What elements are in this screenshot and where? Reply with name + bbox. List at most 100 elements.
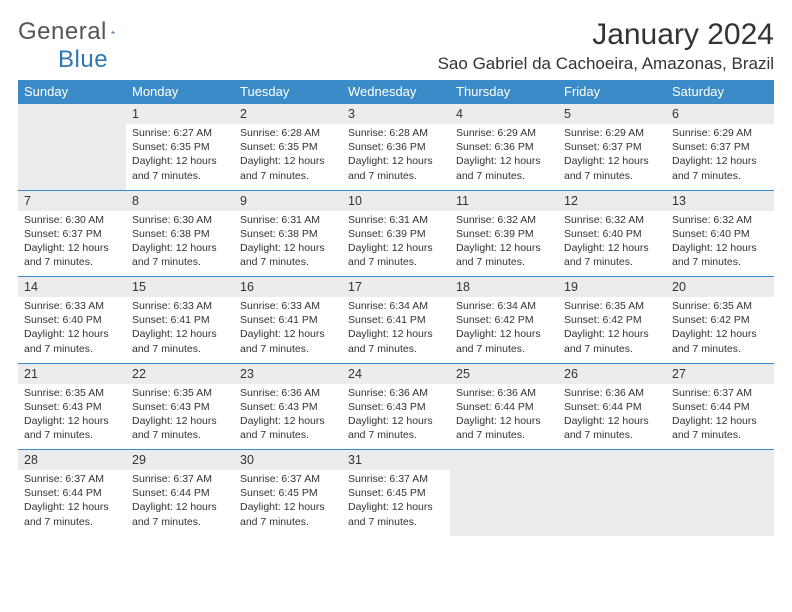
day-sunset: Sunset: 6:45 PM [348,486,444,500]
day-day1: Daylight: 12 hours [672,414,768,428]
day-cell: Sunrise: 6:37 AMSunset: 6:45 PMDaylight:… [234,470,342,536]
day-sunset: Sunset: 6:37 PM [24,227,120,241]
day-sunset: Sunset: 6:41 PM [240,313,336,327]
day-day2: and 7 minutes. [240,515,336,529]
day-day1: Daylight: 12 hours [24,327,120,341]
day-sunset: Sunset: 6:43 PM [24,400,120,414]
day-cell: Sunrise: 6:36 AMSunset: 6:44 PMDaylight:… [558,384,666,450]
day-cell: Sunrise: 6:35 AMSunset: 6:43 PMDaylight:… [126,384,234,450]
day-sunrise: Sunrise: 6:36 AM [564,386,660,400]
day-day1: Daylight: 12 hours [132,241,228,255]
day-sunrise: Sunrise: 6:30 AM [132,213,228,227]
day-number: 24 [342,363,450,384]
day-day2: and 7 minutes. [456,169,552,183]
day-cell: Sunrise: 6:32 AMSunset: 6:40 PMDaylight:… [666,211,774,277]
day-day2: and 7 minutes. [564,169,660,183]
day-day1: Daylight: 12 hours [348,241,444,255]
location-subtitle: Sao Gabriel da Cachoeira, Amazonas, Braz… [438,54,774,74]
day-sunset: Sunset: 6:43 PM [348,400,444,414]
day-sunrise: Sunrise: 6:31 AM [240,213,336,227]
day-cell: Sunrise: 6:29 AMSunset: 6:37 PMDaylight:… [558,124,666,190]
daynum-row: 123456 [18,104,774,125]
day-sunrise: Sunrise: 6:37 AM [348,472,444,486]
day-day1: Daylight: 12 hours [564,327,660,341]
day-sunset: Sunset: 6:40 PM [564,227,660,241]
day-cell: Sunrise: 6:32 AMSunset: 6:40 PMDaylight:… [558,211,666,277]
day-sunrise: Sunrise: 6:35 AM [672,299,768,313]
day-sunrise: Sunrise: 6:37 AM [132,472,228,486]
day-day1: Daylight: 12 hours [672,241,768,255]
day-sunrise: Sunrise: 6:33 AM [240,299,336,313]
day-number: 19 [558,277,666,298]
day-day1: Daylight: 12 hours [24,500,120,514]
day-sunrise: Sunrise: 6:34 AM [348,299,444,313]
day-number: 17 [342,277,450,298]
day-cell: Sunrise: 6:27 AMSunset: 6:35 PMDaylight:… [126,124,234,190]
day-number: 23 [234,363,342,384]
day-cell: Sunrise: 6:31 AMSunset: 6:39 PMDaylight:… [342,211,450,277]
day-day1: Daylight: 12 hours [672,327,768,341]
day-content-row: Sunrise: 6:35 AMSunset: 6:43 PMDaylight:… [18,384,774,450]
day-sunset: Sunset: 6:44 PM [564,400,660,414]
day-sunset: Sunset: 6:39 PM [456,227,552,241]
day-day2: and 7 minutes. [348,255,444,269]
day-number: 30 [234,450,342,471]
weekday-header: Sunday Monday Tuesday Wednesday Thursday… [18,80,774,104]
day-sunrise: Sunrise: 6:35 AM [132,386,228,400]
day-sunrise: Sunrise: 6:33 AM [132,299,228,313]
day-number: 12 [558,190,666,211]
day-sunrise: Sunrise: 6:36 AM [348,386,444,400]
day-sunset: Sunset: 6:44 PM [24,486,120,500]
day-sunrise: Sunrise: 6:37 AM [240,472,336,486]
daynum-row: 78910111213 [18,190,774,211]
day-day2: and 7 minutes. [132,428,228,442]
day-cell [666,470,774,536]
day-number: 15 [126,277,234,298]
day-day1: Daylight: 12 hours [672,154,768,168]
day-sunset: Sunset: 6:44 PM [456,400,552,414]
day-day2: and 7 minutes. [24,342,120,356]
day-day1: Daylight: 12 hours [240,327,336,341]
calendar-table: Sunday Monday Tuesday Wednesday Thursday… [18,80,774,536]
day-day2: and 7 minutes. [456,428,552,442]
day-number: 21 [18,363,126,384]
day-sunset: Sunset: 6:36 PM [348,140,444,154]
day-day1: Daylight: 12 hours [348,414,444,428]
day-number: 18 [450,277,558,298]
day-day2: and 7 minutes. [132,342,228,356]
logo: General [18,18,137,46]
day-cell: Sunrise: 6:35 AMSunset: 6:43 PMDaylight:… [18,384,126,450]
day-cell: Sunrise: 6:33 AMSunset: 6:41 PMDaylight:… [126,297,234,363]
day-sunset: Sunset: 6:42 PM [564,313,660,327]
day-day2: and 7 minutes. [456,342,552,356]
day-sunrise: Sunrise: 6:30 AM [24,213,120,227]
day-sunrise: Sunrise: 6:28 AM [348,126,444,140]
day-cell [558,470,666,536]
day-sunset: Sunset: 6:44 PM [132,486,228,500]
day-sunrise: Sunrise: 6:32 AM [672,213,768,227]
day-day1: Daylight: 12 hours [456,327,552,341]
day-content-row: Sunrise: 6:33 AMSunset: 6:40 PMDaylight:… [18,297,774,363]
day-sunset: Sunset: 6:40 PM [672,227,768,241]
daynum-row: 21222324252627 [18,363,774,384]
weekday-thursday: Thursday [450,80,558,104]
day-cell: Sunrise: 6:35 AMSunset: 6:42 PMDaylight:… [558,297,666,363]
logo-word1: General [18,18,107,46]
day-day1: Daylight: 12 hours [564,414,660,428]
day-day1: Daylight: 12 hours [240,500,336,514]
day-cell: Sunrise: 6:31 AMSunset: 6:38 PMDaylight:… [234,211,342,277]
day-number: 14 [18,277,126,298]
day-day1: Daylight: 12 hours [24,241,120,255]
month-title: January 2024 [438,18,774,52]
day-sunrise: Sunrise: 6:29 AM [564,126,660,140]
day-day1: Daylight: 12 hours [240,154,336,168]
day-sunset: Sunset: 6:42 PM [672,313,768,327]
day-number: 26 [558,363,666,384]
weekday-friday: Friday [558,80,666,104]
day-number: 13 [666,190,774,211]
day-content-row: Sunrise: 6:37 AMSunset: 6:44 PMDaylight:… [18,470,774,536]
day-number: 10 [342,190,450,211]
daynum-row: 14151617181920 [18,277,774,298]
day-day2: and 7 minutes. [672,342,768,356]
day-sunrise: Sunrise: 6:34 AM [456,299,552,313]
